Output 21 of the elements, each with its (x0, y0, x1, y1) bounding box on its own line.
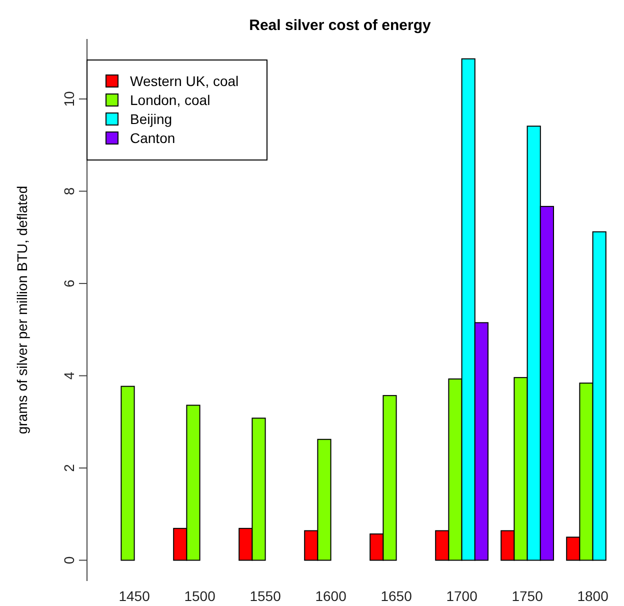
y-tick-label: 6 (61, 279, 77, 288)
x-tick-label: 1800 (577, 588, 609, 604)
x-tick-label: 1500 (184, 588, 216, 604)
y-tick-label: 0 (61, 556, 77, 564)
x-tick-label: 1450 (118, 588, 150, 604)
legend-label: Beijing (130, 111, 172, 127)
legend-label: London, coal (130, 92, 210, 108)
y-tick-label: 10 (61, 90, 77, 107)
x-tick-label: 1650 (380, 588, 412, 604)
y-tick-label: 2 (61, 464, 77, 472)
x-tick-label: 1750 (512, 588, 544, 604)
y-axis-title: grams of silver per million BTU, deflated (14, 186, 30, 434)
bar (120, 386, 135, 561)
y-tick-label: 8 (61, 187, 77, 196)
y-tick-label: 4 (61, 372, 77, 380)
legend-label: Western UK, coal (130, 73, 239, 89)
chart-title: Real silver cost of energy (249, 17, 432, 34)
x-tick-label: 1600 (315, 588, 347, 604)
x-tick-label: 1550 (250, 588, 282, 604)
x-tick-label: 1700 (446, 588, 478, 604)
legend-label: Canton (130, 130, 176, 146)
